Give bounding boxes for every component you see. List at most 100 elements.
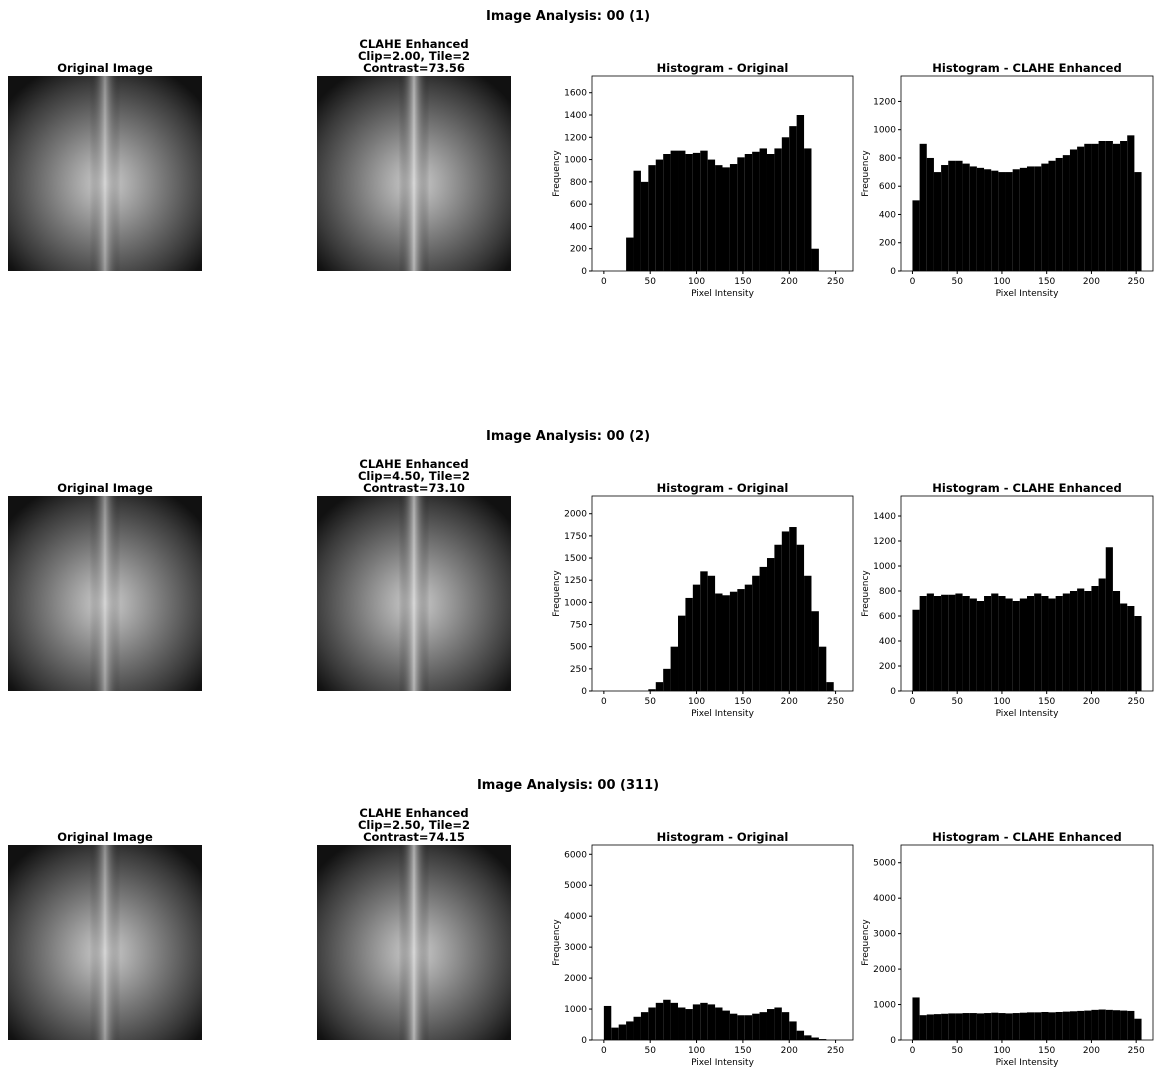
bar [737, 1015, 745, 1040]
bar [1012, 169, 1020, 271]
image-title: Clip=2.50, Tile=2 [358, 818, 470, 832]
image-title: CLAHE Enhanced [359, 457, 468, 471]
y-tick-label: 800 [879, 154, 896, 164]
x-tick-label: 50 [644, 697, 656, 707]
chart-title: Histogram - Original [657, 481, 789, 495]
x-tick-label: 250 [827, 1046, 844, 1056]
bar [969, 598, 977, 691]
bar [1084, 591, 1092, 691]
bar [1034, 593, 1042, 691]
bar [655, 159, 664, 271]
clahe-image [317, 845, 511, 1040]
bar [1091, 586, 1099, 691]
y-tick-label: 1750 [564, 532, 587, 542]
bar [626, 237, 634, 271]
bar [941, 1013, 949, 1040]
bar [955, 160, 963, 271]
x-tick-label: 100 [993, 697, 1010, 707]
bar [1062, 155, 1070, 271]
bar [1112, 143, 1121, 271]
y-tick-label: 4000 [873, 894, 896, 904]
bar [1127, 606, 1135, 691]
bar [655, 682, 664, 691]
y-tick-label: 2000 [564, 510, 587, 520]
x-tick-label: 150 [1038, 697, 1055, 707]
bar [926, 1014, 934, 1040]
bar [648, 1007, 656, 1040]
bar [715, 165, 723, 271]
image-title: Original Image [57, 61, 153, 75]
bar [700, 150, 708, 271]
x-tick-label: 100 [688, 277, 705, 287]
chart-title: Histogram - Original [657, 61, 789, 75]
bar [1112, 591, 1121, 691]
image-title: Contrast=74.15 [363, 830, 465, 844]
y-tick-label: 200 [570, 245, 587, 255]
bar [1105, 1009, 1113, 1040]
axes-frame [900, 495, 1154, 692]
y-tick-label: 400 [879, 637, 896, 647]
y-tick-label: 400 [879, 210, 896, 220]
bar [1134, 1018, 1142, 1040]
y-tick-label: 1200 [873, 97, 896, 107]
bar [933, 596, 942, 691]
bar [1084, 143, 1092, 271]
bar [804, 1035, 812, 1040]
bar [1120, 141, 1128, 271]
y-tick-label: 200 [879, 239, 896, 249]
bar [1120, 1010, 1128, 1040]
y-tick-label: 1000 [873, 1001, 896, 1011]
bar [1120, 603, 1128, 691]
x-tick-label: 50 [951, 277, 963, 287]
bar [1105, 141, 1113, 271]
bar [663, 154, 671, 271]
bar [774, 544, 782, 691]
spine [8, 496, 202, 691]
bar [685, 154, 693, 271]
bar [948, 1013, 956, 1040]
bar [1077, 588, 1085, 691]
x-tick-label: 150 [734, 277, 751, 287]
bar [804, 575, 812, 691]
clahe-image [317, 76, 511, 271]
image-title: Original Image [57, 481, 153, 495]
y-tick-label: 0 [890, 687, 896, 697]
bar [1019, 1012, 1027, 1040]
bar [729, 1013, 738, 1040]
bar [1012, 601, 1020, 691]
y-tick-label: 0 [890, 1036, 896, 1046]
bar [912, 997, 920, 1040]
bar [919, 143, 927, 271]
bar [1055, 1011, 1063, 1040]
y-tick-label: 750 [570, 621, 587, 631]
y-tick-label: 2000 [564, 974, 587, 984]
x-tick-label: 200 [1083, 1046, 1100, 1056]
bar [969, 166, 977, 271]
y-tick-label: 1200 [873, 537, 896, 547]
x-tick-label: 100 [993, 1046, 1010, 1056]
image-title: CLAHE Enhanced [359, 806, 468, 820]
bar [926, 157, 934, 271]
y-tick-label: 6000 [564, 850, 587, 860]
clahe-image [317, 496, 511, 691]
y-tick-label: 0 [581, 1036, 587, 1046]
bar [715, 1007, 723, 1040]
chart-title: Histogram - CLAHE Enhanced [932, 61, 1121, 75]
bar [1127, 1010, 1135, 1040]
bar [976, 1013, 985, 1040]
bar [955, 593, 963, 691]
bar [1112, 1010, 1121, 1040]
bar [685, 1009, 693, 1040]
bar [919, 1015, 927, 1040]
axes-frame [900, 844, 1154, 1041]
y-tick-label: 1000 [564, 156, 587, 166]
bar [722, 595, 730, 691]
bar [1077, 1010, 1085, 1040]
bar [766, 154, 775, 271]
x-tick-label: 250 [827, 697, 844, 707]
y-tick-label: 800 [879, 587, 896, 597]
bar [789, 1021, 797, 1040]
x-tick-label: 0 [601, 277, 607, 287]
y-tick-label: 1200 [564, 133, 587, 143]
bar [991, 170, 999, 271]
